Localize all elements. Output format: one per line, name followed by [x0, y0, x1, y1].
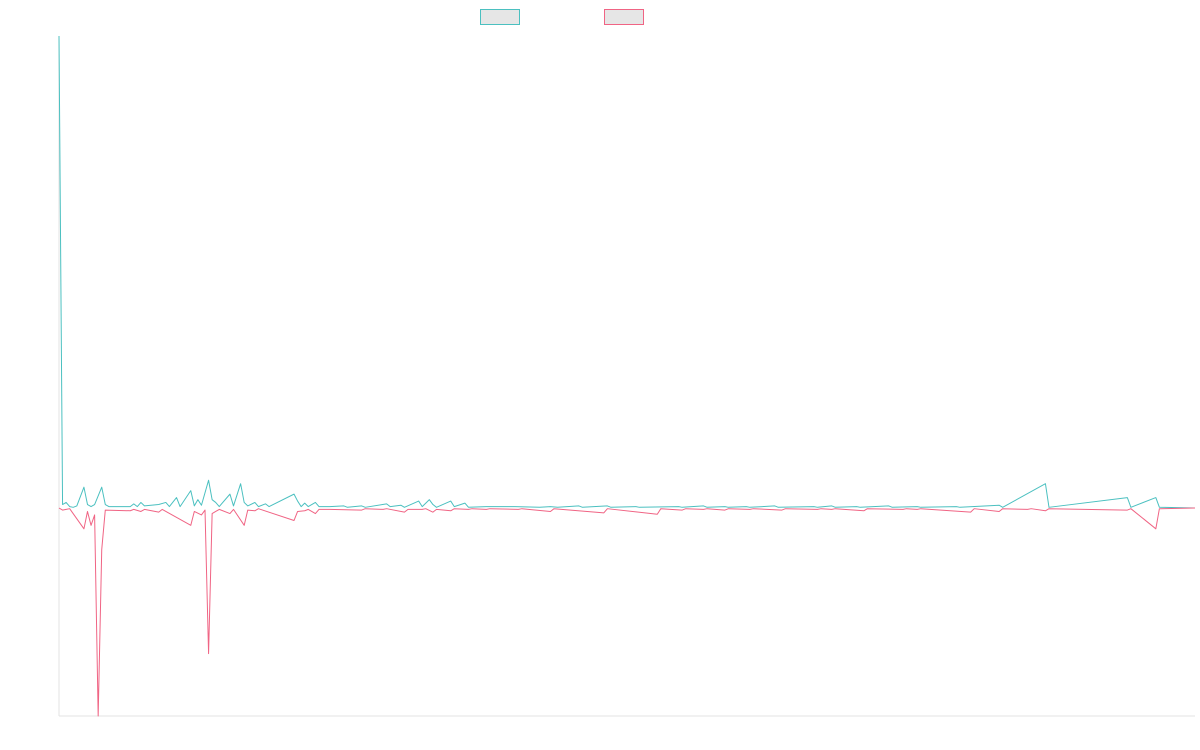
legend-swatch-pink[interactable] — [604, 9, 644, 25]
chart-series-layer — [58, 35, 1196, 717]
chart-axes — [58, 36, 1195, 717]
series-line-teal — [58, 35, 1196, 509]
series-line-pink — [58, 507, 1196, 717]
legend-swatch-teal[interactable] — [480, 9, 520, 25]
